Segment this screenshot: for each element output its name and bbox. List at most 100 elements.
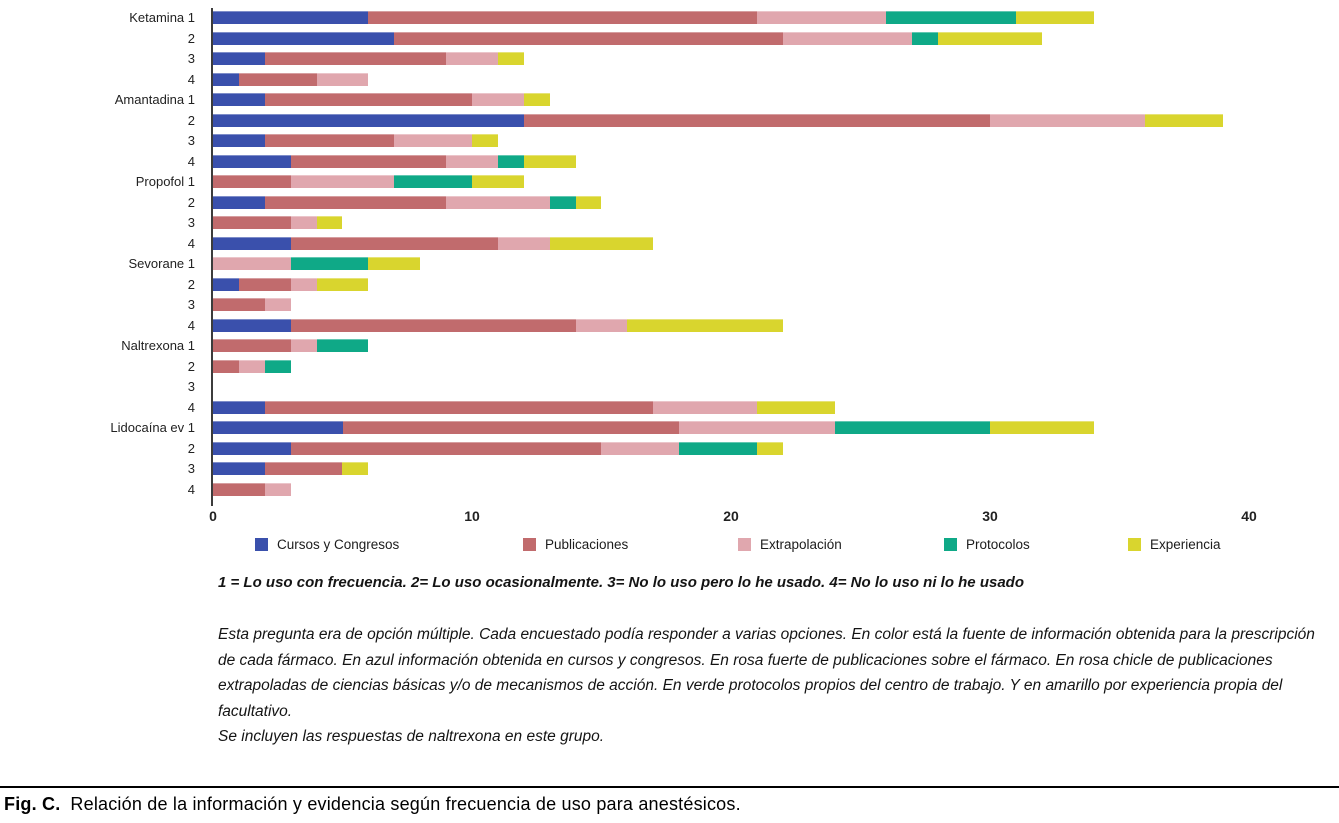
bar-segment — [290, 236, 498, 250]
legend-label: Experiencia — [1150, 536, 1221, 552]
bar-segment — [756, 400, 835, 414]
bar-segment — [912, 31, 939, 45]
stacked-bar — [213, 318, 783, 332]
bar-segment — [446, 52, 498, 65]
bar-segment — [213, 93, 265, 106]
bar-segment — [290, 257, 369, 270]
stacked-bar — [213, 93, 550, 106]
bar-segment — [290, 318, 576, 332]
y-axis-label: 4 — [187, 71, 195, 87]
bar-segment — [213, 11, 369, 24]
bar-segment — [368, 11, 757, 24]
bar-segment — [523, 93, 550, 106]
stacked-bar — [213, 298, 291, 311]
bar-segment — [886, 11, 1016, 24]
bar-segment — [1015, 11, 1094, 24]
bar-segment — [1145, 113, 1224, 127]
bar-segment — [213, 236, 291, 250]
bar-segment — [213, 482, 265, 496]
bar-segment — [316, 277, 369, 291]
bar-segment — [290, 175, 395, 188]
bar-segment — [213, 462, 265, 475]
y-axis-labels: Ketamina 1 2 3 4 Amantadina 1 2 3 4 Propofol 1 2 3… — [0, 8, 205, 500]
note-paragraph: Esta pregunta era de opción múltiple. Ca… — [218, 622, 1336, 750]
y-axis-label: 2 — [187, 358, 195, 374]
bar-segment — [238, 72, 317, 86]
legend-swatch-icon — [1128, 537, 1141, 551]
bar-segment — [989, 421, 1094, 434]
stacked-bar — [213, 339, 369, 352]
y-axis-label: 2 — [187, 112, 195, 128]
bar-row — [213, 254, 1250, 275]
bar-segment — [575, 318, 628, 332]
y-axis-label: Naltrexona 1 — [121, 338, 195, 353]
note-scale-definitions: 1 = Lo uso con frecuencia. 2= Lo uso oca… — [218, 574, 1024, 591]
y-axis-label: 3 — [187, 379, 195, 394]
bar-segment — [264, 359, 291, 373]
bar-row — [213, 439, 1250, 460]
bar-segment — [290, 216, 317, 229]
bar-segment — [653, 400, 757, 414]
bar-segment — [446, 154, 498, 168]
bar-segment — [368, 257, 421, 270]
bar-segment — [213, 441, 291, 455]
y-axis-label: 2 — [187, 276, 195, 292]
bar-segment — [938, 31, 1042, 45]
bar-segment — [213, 134, 265, 147]
bar-row — [213, 275, 1250, 296]
bar-segment — [264, 195, 447, 209]
y-axis-label: 4 — [187, 481, 195, 497]
legend-item: Publicaciones — [523, 536, 628, 552]
note-paragraph-text: Esta pregunta era de opción múltiple. Ca… — [218, 626, 1315, 720]
bar-segment — [497, 52, 524, 65]
bar-segment — [213, 216, 291, 229]
legend-swatch-icon — [255, 537, 268, 551]
bar-row — [213, 152, 1250, 173]
stacked-bar — [213, 236, 654, 250]
x-tick-label: 30 — [982, 508, 998, 524]
bar-row — [213, 418, 1250, 439]
bar-segment — [290, 441, 602, 455]
bar-row — [213, 316, 1250, 337]
legend-label: Extrapolación — [760, 536, 842, 552]
bar-segment — [316, 339, 369, 352]
legend-label: Publicaciones — [545, 536, 629, 552]
y-axis-label: Ketamina 1 — [129, 10, 195, 25]
y-axis-label: 3 — [187, 51, 195, 66]
bar-segment — [290, 277, 317, 291]
bar-segment — [394, 31, 783, 45]
stacked-bar — [213, 400, 835, 414]
legend-swatch-icon — [523, 537, 536, 551]
bar-row — [213, 8, 1250, 29]
bar-row — [213, 480, 1250, 501]
bar-segment — [264, 134, 395, 147]
bar-segment — [213, 298, 265, 311]
legend-item: Cursos y Congresos — [255, 536, 399, 552]
bar-segment — [471, 175, 524, 188]
stacked-bar — [213, 175, 524, 188]
stacked-bar — [213, 72, 369, 86]
x-tick-label: 10 — [464, 508, 480, 524]
bar-segment — [471, 134, 498, 147]
bar-segment — [213, 195, 265, 209]
bar-row — [213, 398, 1250, 419]
legend-label: Cursos y Congresos — [277, 536, 400, 552]
bar-segment — [394, 175, 472, 188]
bar-segment — [238, 277, 291, 291]
bar-segment — [549, 236, 654, 250]
bar-segment — [316, 216, 343, 229]
bar-segment — [213, 400, 265, 414]
bar-row — [213, 295, 1250, 316]
bar-row — [213, 213, 1250, 234]
bar-segment — [213, 257, 291, 270]
y-axis-label: 3 — [187, 297, 195, 312]
bar-segment — [342, 421, 680, 434]
bar-segment — [782, 31, 913, 45]
x-tick-label: 20 — [723, 508, 739, 524]
bar-segment — [989, 113, 1146, 127]
stacked-bar — [213, 134, 498, 147]
y-axis-label: 2 — [187, 30, 195, 46]
bar-segment — [679, 421, 835, 434]
x-axis-ticks: 0 10 20 30 40 — [209, 508, 1257, 526]
